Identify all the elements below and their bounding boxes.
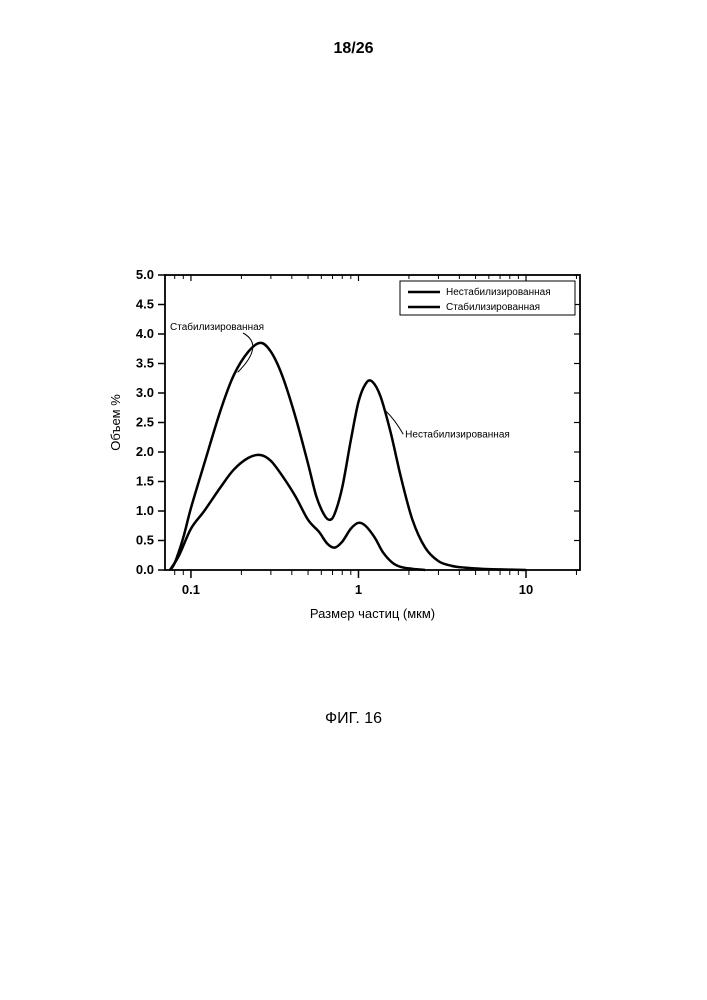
particle-size-chart: 0.0 0.5 1.0 1.5 2.0 2.5 3.0 3.5 4.0 4.5 5.0 0.1 1 10 Р…	[100, 270, 600, 620]
y-tick-label: 5.0	[136, 270, 154, 282]
y-tick-label: 2.0	[136, 444, 154, 459]
plot-frame	[165, 275, 580, 570]
series-0	[170, 455, 425, 570]
series-1	[170, 343, 526, 570]
x-axis-label: Размер частиц (мкм)	[310, 606, 435, 621]
legend-label: Стабилизированная	[446, 301, 540, 313]
page-number: 18/26	[0, 40, 707, 58]
y-tick-label: 4.0	[136, 326, 154, 341]
annotation-stab: Стабилизированная	[170, 321, 264, 333]
y-tick-label: 4.5	[136, 297, 154, 312]
x-tick-label: 1	[355, 582, 362, 597]
y-tick-label: 3.5	[136, 356, 154, 371]
x-tick-label: 0.1	[182, 582, 200, 597]
y-tick-label: 1.5	[136, 474, 154, 489]
y-tick-label: 0.0	[136, 562, 154, 577]
y-tick-label: 3.0	[136, 385, 154, 400]
annotation-destab: Нестабилизированная	[405, 428, 510, 440]
legend-label: Нестабилизированная	[446, 286, 551, 298]
x-tick-label: 10	[519, 582, 533, 597]
annotation-leader	[238, 333, 253, 372]
y-axis-label: Объем %	[108, 394, 123, 451]
y-tick-label: 2.5	[136, 415, 154, 430]
y-tick-label: 1.0	[136, 503, 154, 518]
figure-caption: ФИГ. 16	[0, 710, 707, 728]
y-tick-label: 0.5	[136, 533, 154, 548]
